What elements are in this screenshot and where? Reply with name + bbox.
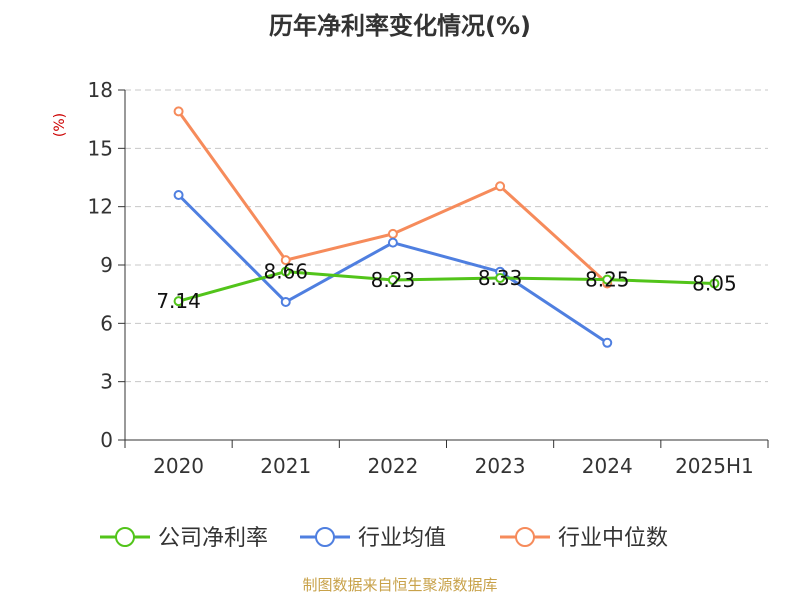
x-tick-label: 2020 [153, 454, 204, 478]
data-label: 8.66 [263, 260, 308, 284]
legend-item[interactable]: 公司净利率 [100, 526, 268, 551]
legend-marker-icon [315, 527, 335, 547]
x-tick-label: 2024 [582, 454, 633, 478]
data-point[interactable] [495, 273, 506, 284]
y-tick-label: 0 [100, 428, 113, 452]
data-point[interactable] [602, 337, 613, 348]
legend-marker-icon [515, 527, 535, 547]
axes: 0 3 6 9 12 15 18 2020 2021 2022 2023 2024 2025H1 [88, 78, 769, 478]
data-point[interactable] [280, 296, 291, 307]
legend-label: 行业均值 [358, 526, 446, 551]
source-note: 制图数据来自恒生聚源数据库 [302, 576, 497, 594]
y-tick-label: 3 [100, 370, 113, 394]
legend-item[interactable]: 行业均值 [300, 526, 446, 551]
data-point[interactable] [709, 278, 720, 289]
data-point[interactable] [387, 228, 398, 239]
grid-lines [125, 89, 768, 383]
x-tick-label: 2023 [475, 454, 526, 478]
y-tick-label: 15 [88, 136, 113, 160]
data-point[interactable] [280, 266, 291, 277]
data-label: 8.25 [585, 268, 630, 292]
data-point[interactable] [495, 181, 506, 192]
data-label: 7.14 [156, 289, 201, 313]
data-point[interactable] [173, 106, 184, 117]
data-point[interactable] [387, 237, 398, 248]
data-point[interactable] [280, 255, 291, 266]
data-point[interactable] [173, 190, 184, 200]
y-tick-label: 9 [100, 253, 113, 277]
data-point[interactable] [173, 296, 184, 307]
legend-label: 公司净利率 [158, 526, 268, 551]
x-tick-label: 2022 [367, 454, 418, 478]
x-tick-label: 2021 [260, 454, 311, 478]
data-point[interactable] [387, 274, 398, 285]
legend-label: 行业中位数 [558, 526, 668, 551]
x-tick-label: 2025H1 [675, 454, 754, 478]
data-label: 8.23 [371, 268, 416, 292]
y-tick-label: 18 [88, 78, 113, 102]
series-2 [173, 190, 613, 348]
y-tick-label: 12 [88, 195, 113, 219]
chart-title: 历年净利率变化情况(%) [269, 12, 531, 40]
y-tick-label: 6 [100, 311, 113, 335]
legend[interactable]: 公司净利率 行业均值 行业中位数 [100, 526, 668, 551]
data-label: 8.05 [692, 271, 737, 295]
legend-item[interactable]: 行业中位数 [500, 526, 668, 551]
data-label: 8.33 [478, 266, 523, 290]
series-lines [173, 106, 720, 348]
data-point[interactable] [602, 274, 613, 285]
y-axis-label: (%) [52, 113, 68, 137]
series-line [177, 270, 716, 303]
legend-marker-icon [115, 527, 135, 547]
series-3 [173, 106, 613, 289]
data-labels: 7.14 8.66 8.23 8.33 8.25 8.05 [156, 260, 736, 314]
series-1 [173, 266, 720, 307]
